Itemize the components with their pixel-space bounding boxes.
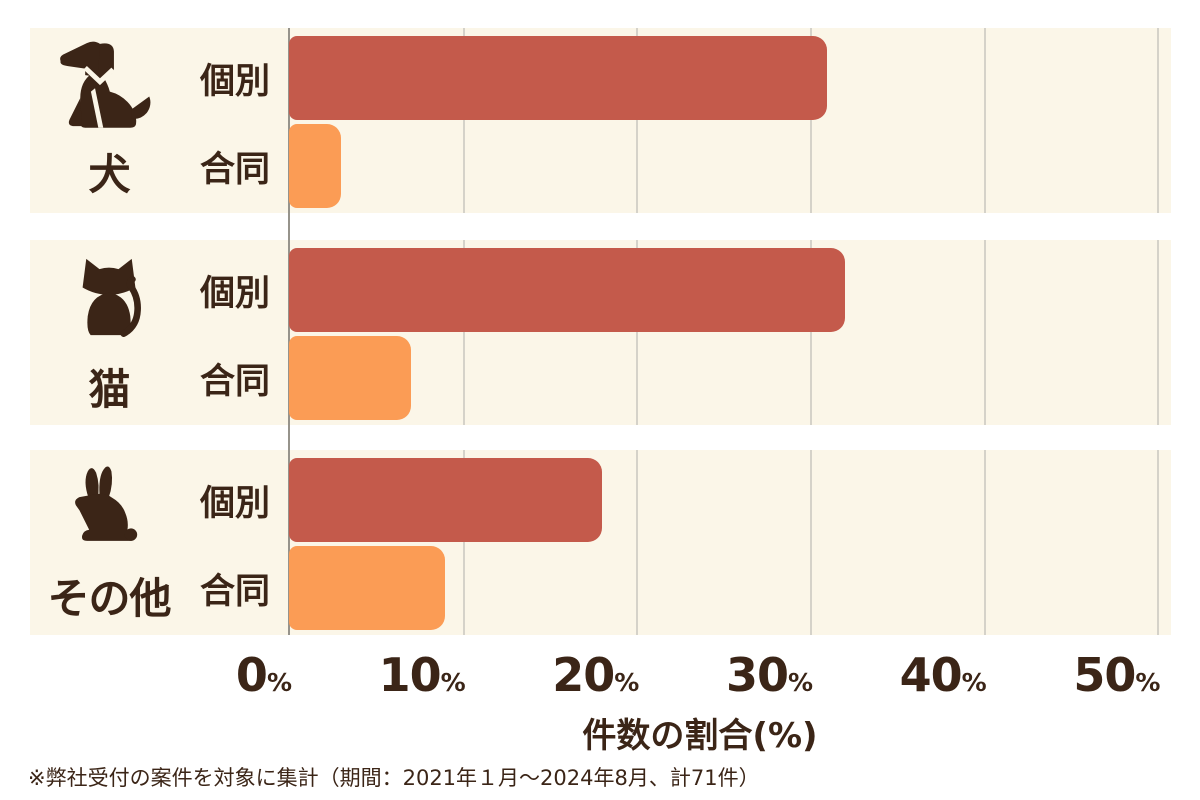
- x-tick-label-50: 50%: [990, 648, 1160, 702]
- tick-percent-sign: %: [266, 668, 292, 697]
- series-label-individual: 個別: [199, 483, 270, 524]
- animal-column: 猫: [30, 240, 188, 425]
- animal-column: 犬: [30, 28, 188, 213]
- gridline-40: [983, 28, 986, 213]
- gridline-50: [1157, 450, 1160, 635]
- x-tick-label-0: 0%: [122, 648, 292, 702]
- bar-joint: [289, 336, 411, 420]
- series-label-joint: 合同: [199, 361, 270, 402]
- tick-number: 50: [1073, 648, 1136, 702]
- gridline-20: [636, 28, 639, 213]
- tick-number: 40: [899, 648, 963, 702]
- bar-joint: [289, 124, 342, 208]
- tick-number: 30: [725, 648, 789, 702]
- animal-label: 犬: [88, 150, 130, 199]
- tick-percent-sign: %: [787, 668, 814, 697]
- x-axis-title: 件数の割合(%): [582, 716, 818, 756]
- gridline-30: [810, 450, 813, 635]
- chart-row: その他 個別 合同: [30, 450, 1171, 635]
- animal-icon-slot: [65, 248, 153, 346]
- bar-joint: [289, 546, 446, 630]
- gridline-10: [462, 450, 465, 635]
- x-tick-label-40: 40%: [817, 648, 987, 702]
- tick-percent-sign: %: [614, 668, 640, 697]
- dog-icon: [60, 41, 151, 128]
- x-tick-label-20: 20%: [469, 648, 639, 702]
- bar-individual: [289, 248, 845, 332]
- gridline-30: [810, 28, 813, 213]
- series-label-individual: 個別: [199, 273, 270, 314]
- series-label-joint: 合同: [199, 571, 270, 612]
- animal-icon-slot: [49, 39, 169, 131]
- animal-icon-slot: [69, 460, 149, 555]
- tick-number: 10: [378, 648, 442, 702]
- tick-number: 0: [235, 648, 268, 702]
- gridline-40: [983, 240, 986, 425]
- animal-label: 猫: [88, 365, 130, 414]
- chart-row: 犬 個別 合同: [30, 28, 1171, 213]
- cat-icon: [82, 258, 141, 337]
- series-label-individual: 個別: [199, 61, 270, 102]
- bar-individual: [289, 36, 828, 120]
- series-label-joint: 合同: [199, 149, 270, 190]
- animal-label: その他: [47, 573, 171, 623]
- tick-percent-sign: %: [440, 668, 466, 697]
- tick-percent-sign: %: [961, 668, 987, 697]
- rabbit-icon: [75, 466, 138, 541]
- gridline-20: [636, 450, 639, 635]
- gridline-30: [810, 240, 813, 425]
- gridline-10: [462, 28, 465, 213]
- animal-column: その他: [30, 450, 188, 635]
- gridline-50: [1157, 240, 1160, 425]
- bar-individual: [289, 458, 602, 542]
- gridline-40: [983, 450, 986, 635]
- tick-percent-sign: %: [1135, 668, 1161, 697]
- gridline-50: [1157, 28, 1160, 213]
- zero-axis-line: [288, 28, 290, 635]
- tick-number: 20: [552, 648, 615, 702]
- x-tick-label-30: 30%: [643, 648, 813, 702]
- footnote: ※弊社受付の案件を対象に集計（期間：2021年１月～2024年8月、計71件）: [28, 766, 760, 790]
- gridline-10: [462, 240, 465, 425]
- chart-row: 猫 個別 合同: [30, 240, 1171, 425]
- x-tick-label-10: 10%: [296, 648, 466, 702]
- gridline-20: [636, 240, 639, 425]
